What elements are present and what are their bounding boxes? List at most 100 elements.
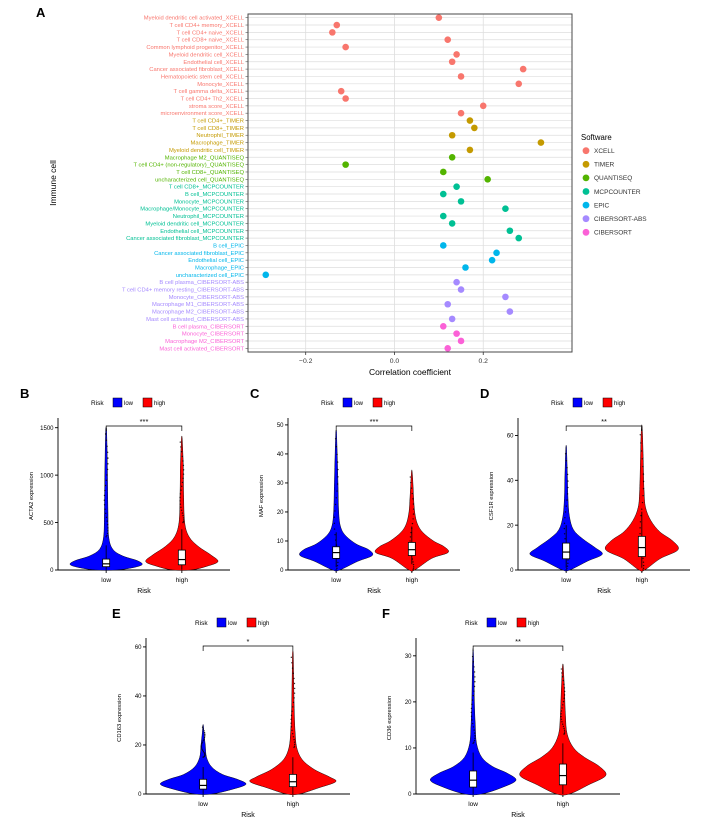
outlier-dot <box>333 516 336 518</box>
outlier-dot <box>640 442 642 444</box>
y-tick-label: 20 <box>507 523 514 529</box>
legend-swatch-low <box>572 397 583 408</box>
row-label: Macrophage M2_QUANTISEQ <box>165 155 245 161</box>
outlier-dot <box>470 711 473 714</box>
dot-point <box>502 293 509 301</box>
dot-point <box>444 345 452 352</box>
outlier-dot <box>474 681 476 683</box>
outlier-dot <box>103 499 106 501</box>
violin-shape-high <box>374 469 449 572</box>
dot-point <box>506 227 514 235</box>
x-axis-title: Risk <box>511 812 525 819</box>
outlier-dot <box>181 455 183 458</box>
legend-swatch-high <box>516 617 527 628</box>
dot-point <box>444 36 452 44</box>
outlier-dot <box>293 677 295 680</box>
outlier-dot <box>179 496 181 499</box>
dot-point <box>488 256 496 264</box>
legend-swatch-low <box>342 397 353 408</box>
row-label: Mast cell activated_CIBERSORT <box>159 346 244 352</box>
boxplot <box>102 558 111 568</box>
x-tick-label: high <box>636 577 649 584</box>
y-tick-label: 50 <box>277 423 284 429</box>
outlier-dot <box>204 733 206 735</box>
outlier-dot <box>471 703 473 705</box>
row-label: B cell plasma_CIBERSORT-ABS <box>159 280 244 286</box>
panel-a-dotplot: Myeloid dendritic cell activated_XCELL T … <box>0 0 713 390</box>
outlier-dot <box>411 522 414 525</box>
outlier-dot <box>182 473 185 475</box>
outlier-dot <box>566 466 568 469</box>
boxplot <box>288 773 297 788</box>
y-tick-label: 10 <box>405 746 412 752</box>
outlier-dot <box>104 484 107 487</box>
violin-svg-B: Risk low high 0 500 1000 1500 ACTA2 expression l… <box>29 397 230 595</box>
significance-stars: *** <box>370 417 379 426</box>
y-axis-title: CSF1R expression <box>489 472 495 521</box>
outlier-dot <box>563 729 566 732</box>
outlier-dot <box>642 557 644 560</box>
row-label: microenvironment score_XCELL <box>161 111 245 117</box>
row-label: Macrophage/Monocyte_MCPCOUNTER <box>140 207 244 213</box>
outlier-dot <box>560 710 563 712</box>
outlier-dot <box>642 561 645 563</box>
y-tick-label: 0 <box>408 792 412 798</box>
outlier-dot <box>412 568 415 570</box>
y-axis-title: ACTA2 expression <box>29 472 35 520</box>
y-tick-label: 60 <box>135 645 142 651</box>
y-tick-label: 0 <box>50 568 54 574</box>
violin-shape-high <box>145 435 219 571</box>
outlier-dot <box>105 512 107 515</box>
violin-shape-low <box>430 648 517 796</box>
outlier-dot <box>291 662 293 664</box>
row-label: Macrophage M2_CIBERSORT-ABS <box>152 310 244 316</box>
significance-bracket <box>202 645 294 651</box>
outlier-dot <box>334 510 336 512</box>
outlier-dot <box>105 439 108 441</box>
outlier-dot <box>180 451 183 453</box>
dot-point <box>462 264 469 271</box>
panel-d-label: D <box>480 386 490 401</box>
dot-point <box>457 198 465 205</box>
y-tick-label: 1000 <box>40 473 54 479</box>
outlier-dot <box>565 569 567 571</box>
legend-swatch-EPIC <box>582 201 590 209</box>
dot-point <box>453 330 460 337</box>
outlier-dot <box>564 517 566 519</box>
outlier-dot <box>412 518 414 520</box>
outlier-dot <box>106 445 108 447</box>
outlier-dot <box>562 679 565 682</box>
outlier-dot <box>203 730 205 732</box>
boxplot <box>558 763 567 786</box>
outlier-dot <box>291 732 294 735</box>
dot-point <box>448 315 456 323</box>
outlier-dot <box>639 532 641 535</box>
legend-swatch-low <box>112 397 123 408</box>
dot-point <box>262 271 270 279</box>
outlier-dot <box>474 676 476 678</box>
outlier-dot <box>642 564 645 567</box>
outlier-dot <box>291 710 293 712</box>
violin-svg-F: Risk low high 0 10 20 30 CD36 expression low high… <box>387 617 620 819</box>
outlier-dot <box>203 751 205 754</box>
outlier-dot <box>203 738 205 740</box>
dot-point <box>502 205 509 213</box>
x-axis-title: Risk <box>137 588 151 595</box>
outlier-dot <box>336 565 339 567</box>
dot-point <box>439 322 447 330</box>
outlier-dot <box>411 492 413 495</box>
dot-point <box>457 73 465 80</box>
dot-point <box>484 176 491 183</box>
dot-point <box>435 14 443 21</box>
row-label: Mast cell activated_CIBERSORT-ABS <box>146 317 244 323</box>
outlier-dot <box>412 513 415 515</box>
y-tick-label: 10 <box>277 539 284 545</box>
outlier-dot <box>561 721 563 723</box>
x-axis-title: Correlation coefficient <box>369 367 452 377</box>
outlier-dot <box>561 672 563 674</box>
outlier-dot <box>290 714 293 717</box>
panel-e-label: E <box>112 606 121 621</box>
outlier-dot <box>563 683 565 686</box>
outlier-dot <box>200 747 203 749</box>
outlier-dot <box>641 501 644 504</box>
